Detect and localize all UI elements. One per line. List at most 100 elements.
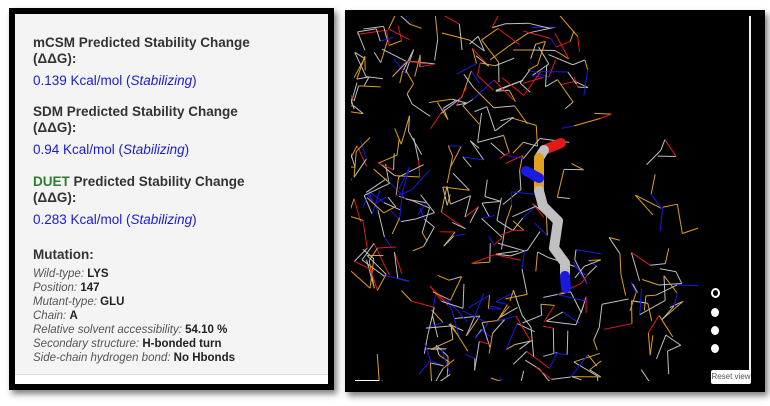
bond-line: [434, 16, 439, 40]
bond-line: [369, 268, 378, 291]
bond-line: [481, 39, 500, 63]
bond-line: [431, 362, 444, 367]
bond-line: [640, 369, 650, 381]
radio-option-2[interactable]: [711, 308, 719, 317]
bond-line: [471, 254, 495, 264]
bond-line: [513, 290, 523, 316]
bond-line: [462, 156, 472, 168]
bond-line: [488, 235, 495, 246]
bond-line: [455, 307, 468, 322]
bond-line: [598, 304, 603, 328]
bond-line: [577, 86, 588, 89]
bond-line: [411, 103, 431, 117]
bond-line: [505, 344, 516, 350]
bond-line: [449, 146, 462, 168]
bond-line: [532, 75, 544, 78]
mutation-row: Position: 147: [33, 281, 235, 295]
bond-line: [629, 292, 637, 312]
bond-line: [538, 46, 550, 65]
bond-line: [444, 16, 460, 25]
mutation-label: Relative solvent accessibility:: [33, 324, 182, 336]
bond-line: [446, 194, 451, 206]
bond-line: [587, 265, 598, 276]
bond-line: [528, 22, 551, 29]
bond-line: [554, 33, 570, 60]
bond-line: [519, 170, 522, 190]
bond-line: [619, 253, 622, 275]
radio-option-1[interactable]: [711, 288, 720, 298]
bond-line: [443, 235, 455, 247]
bond-line: [481, 217, 503, 238]
bond-line: [642, 278, 659, 286]
sdm-section: SDM Predicted Stability Change (ΔΔG): 0.9…: [33, 104, 238, 157]
bond-line: [512, 141, 524, 154]
mutation-row: Wild-type: LYS: [33, 267, 235, 281]
molecule-viewer[interactable]: [351, 16, 751, 381]
bond-line: [571, 376, 582, 381]
bond-line: [588, 259, 601, 262]
bond-line: [493, 105, 515, 109]
bond-line: [377, 246, 397, 249]
protein-structure-render[interactable]: [351, 16, 749, 381]
bond-line: [401, 167, 411, 192]
bond-line: [632, 283, 638, 293]
bond-line: [424, 218, 435, 228]
bond-line: [562, 311, 580, 324]
bond-line: [512, 217, 524, 231]
bond-line: [427, 307, 435, 336]
bond-line: [468, 39, 485, 52]
radio-option-3[interactable]: [711, 326, 719, 335]
reset-view-button[interactable]: Reset view: [711, 370, 751, 384]
viewer-corner-label: [355, 380, 379, 381]
mutation-label: Position:: [33, 282, 78, 294]
bond-line: [532, 203, 545, 218]
bond-line: [630, 252, 641, 281]
bond-line: [664, 139, 677, 157]
bond-line: [353, 158, 367, 178]
bond-line: [519, 82, 531, 93]
bond-line: [481, 322, 491, 348]
bond-line: [491, 23, 506, 29]
bond-line: [368, 190, 385, 204]
mutation-label: Chain:: [33, 310, 67, 322]
bond-line: [405, 69, 415, 84]
bond-line: [523, 30, 551, 39]
bond-line: [421, 232, 428, 242]
bond-line: [358, 85, 381, 88]
bond-line: [661, 305, 675, 321]
bond-line: [660, 139, 666, 151]
bond-line: [377, 210, 385, 238]
bond-line: [360, 140, 367, 160]
bond-line: [381, 48, 407, 62]
bond-line: [499, 152, 510, 159]
bond-line: [442, 359, 455, 370]
bond-line: [401, 49, 415, 73]
bond-line: [608, 236, 620, 241]
bond-line: [397, 25, 403, 41]
bond-line: [396, 139, 400, 156]
bond-line: [521, 268, 528, 295]
bond-line: [537, 41, 546, 66]
bond-line: [408, 131, 423, 155]
mutation-section: Mutation: Wild-type: LYS Position: 147 Mut…: [33, 247, 235, 365]
bond-line: [356, 56, 366, 80]
bond-line: [566, 330, 569, 355]
bond-line: [526, 350, 550, 369]
bond-line: [474, 292, 485, 317]
bond-line: [393, 252, 399, 279]
bond-line: [588, 260, 598, 268]
radio-option-4[interactable]: [711, 344, 719, 353]
bond-line: [366, 197, 385, 214]
bond-line: [464, 195, 472, 218]
bond-line: [354, 52, 367, 77]
bond-line: [526, 231, 541, 251]
bond-line: [500, 221, 507, 250]
bond-line: [474, 341, 480, 371]
bond-line: [441, 211, 466, 230]
bond-line: [557, 294, 587, 302]
bond-line: [620, 274, 627, 296]
bond-line: [477, 62, 481, 76]
bond-line: [494, 254, 521, 261]
bond-line: [521, 250, 525, 270]
bond-line: [487, 295, 491, 309]
